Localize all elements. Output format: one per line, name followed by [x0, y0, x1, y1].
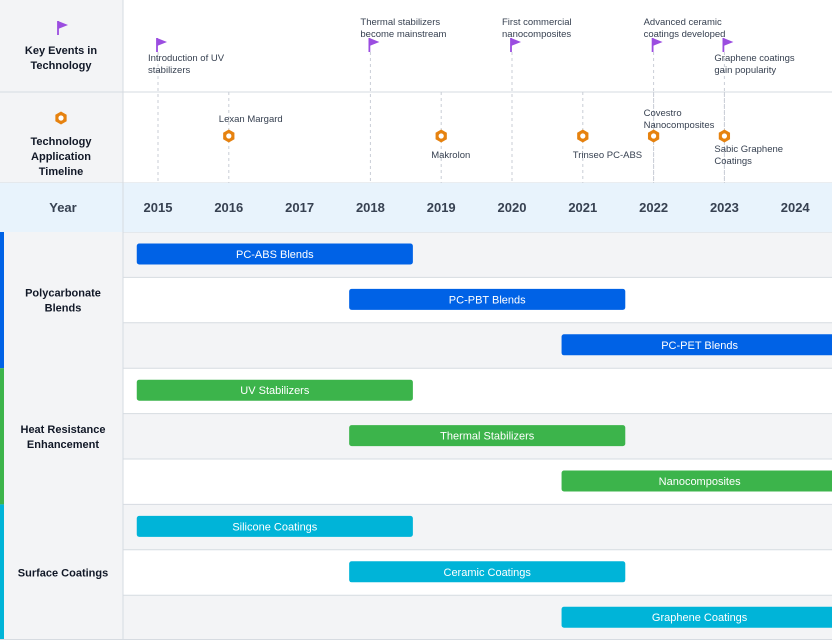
- group-accent-bar: [0, 232, 4, 368]
- task-bar-label: UV Stabilizers: [240, 385, 310, 397]
- year-axis-band: [0, 183, 832, 232]
- year-tick-label: 2022: [639, 200, 668, 215]
- event-hexagon-icon: [439, 133, 444, 138]
- event-label: Lexan Margard: [219, 114, 283, 125]
- task-bar-label: Thermal Stabilizers: [440, 431, 535, 443]
- year-tick-label: 2021: [568, 200, 597, 215]
- group-label: Surface Coatings: [18, 568, 108, 580]
- event-hexagon-icon: [226, 133, 231, 138]
- axis-label: Year: [49, 200, 76, 215]
- event-hexagon-icon: [722, 133, 727, 138]
- task-row-bg: [0, 504, 832, 549]
- event-hexagon-icon: [651, 133, 656, 138]
- task-bar-label: PC-PBT Blends: [449, 294, 526, 306]
- event-label: Thermal stabilizersbecome mainstream: [360, 17, 446, 40]
- task-bar-label: Graphene Coatings: [652, 612, 748, 624]
- task-bar-label: PC-ABS Blends: [236, 249, 314, 261]
- year-tick-label: 2019: [427, 200, 456, 215]
- event-label: First commercialnanocomposites: [502, 17, 572, 40]
- lane-title: TechnologyApplicationTimeline: [31, 136, 93, 178]
- event-label: Trinseo PC-ABS: [573, 150, 642, 161]
- task-row-bg: [0, 232, 832, 277]
- task-bar-label: Nanocomposites: [659, 476, 741, 488]
- year-tick-label: 2018: [356, 200, 385, 215]
- year-tick-label: 2024: [781, 200, 811, 215]
- event-label: Makrolon: [431, 150, 470, 161]
- event-label: Advanced ceramiccoatings developed: [644, 17, 726, 40]
- year-tick-label: 2015: [144, 200, 173, 215]
- year-tick-label: 2017: [285, 200, 314, 215]
- year-tick-label: 2016: [214, 200, 243, 215]
- task-bar-label: Silicone Coatings: [232, 521, 317, 533]
- group-accent-bar: [0, 504, 4, 640]
- task-row-bg: [0, 368, 832, 413]
- task-bar-label: Ceramic Coatings: [444, 567, 532, 579]
- task-bar-label: PC-PET Blends: [661, 340, 738, 352]
- group-accent-bar: [0, 368, 4, 504]
- event-hexagon-icon: [580, 133, 585, 138]
- lane-hexagon-icon: [58, 115, 63, 120]
- year-tick-label: 2023: [710, 200, 739, 215]
- year-tick-label: 2020: [498, 200, 527, 215]
